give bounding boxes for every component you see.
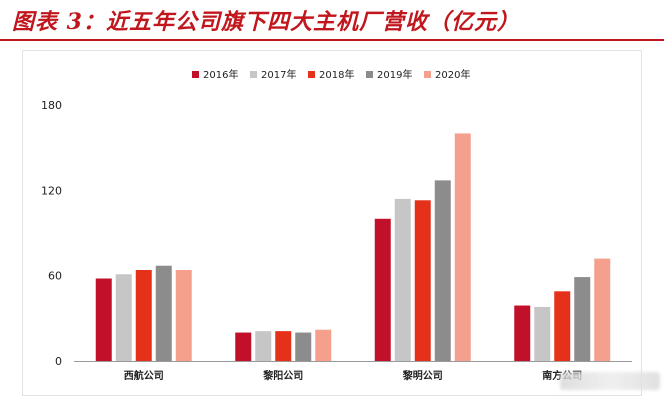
legend-swatch bbox=[250, 71, 257, 78]
bar-3-2 bbox=[554, 291, 571, 361]
x-category-label: 西航公司 bbox=[124, 369, 164, 382]
bar-2-3 bbox=[434, 180, 451, 361]
bar-1-3 bbox=[295, 332, 312, 361]
bar-3-3 bbox=[574, 277, 591, 361]
x-category-label: 黎明公司 bbox=[403, 369, 443, 382]
bar-1-4 bbox=[315, 329, 332, 361]
legend-swatch bbox=[308, 71, 315, 78]
watermark-blur bbox=[560, 372, 660, 390]
bar-3-1 bbox=[534, 306, 551, 361]
title-underline bbox=[0, 39, 664, 41]
figure-title: 图表 3：近五年公司旗下四大主机厂营收（亿元） bbox=[12, 9, 520, 35]
y-tick-label: 0 bbox=[55, 355, 62, 368]
bar-1-0 bbox=[235, 332, 252, 361]
bar-2-1 bbox=[394, 198, 411, 361]
bar-0-4 bbox=[175, 269, 192, 361]
bar-0-0 bbox=[95, 278, 112, 361]
x-category-label: 黎阳公司 bbox=[263, 369, 303, 382]
legend-label: 2020年 bbox=[435, 68, 470, 81]
bar-0-2 bbox=[135, 269, 152, 361]
bar-0-3 bbox=[155, 265, 172, 361]
bar-2-4 bbox=[454, 133, 471, 361]
y-axis: 0 60 120 180 bbox=[41, 99, 62, 368]
bar-2-0 bbox=[374, 218, 391, 361]
bar-1-2 bbox=[275, 331, 292, 361]
legend-swatch bbox=[192, 71, 199, 78]
y-tick-label: 120 bbox=[41, 184, 62, 197]
bar-3-4 bbox=[594, 258, 611, 361]
bars-group bbox=[95, 133, 611, 361]
legend-swatch bbox=[366, 71, 373, 78]
legend-label: 2016年 bbox=[203, 68, 238, 81]
legend-label: 2017年 bbox=[261, 68, 296, 81]
legend-swatch bbox=[424, 71, 431, 78]
chart-legend: 2016年 2017年 2018年 2019年 2020年 bbox=[192, 68, 470, 81]
bar-3-0 bbox=[514, 305, 531, 361]
legend-label: 2019年 bbox=[377, 68, 412, 81]
bar-0-1 bbox=[115, 274, 132, 361]
y-tick-label: 60 bbox=[48, 270, 62, 283]
y-tick-label: 180 bbox=[41, 99, 62, 112]
bar-1-1 bbox=[255, 331, 272, 361]
legend-label: 2018年 bbox=[319, 68, 354, 81]
bar-2-2 bbox=[414, 200, 431, 361]
figure-header: 图表 3：近五年公司旗下四大主机厂营收（亿元） bbox=[0, 0, 664, 44]
x-axis: 西航公司黎阳公司黎明公司南方公司 bbox=[74, 361, 632, 382]
